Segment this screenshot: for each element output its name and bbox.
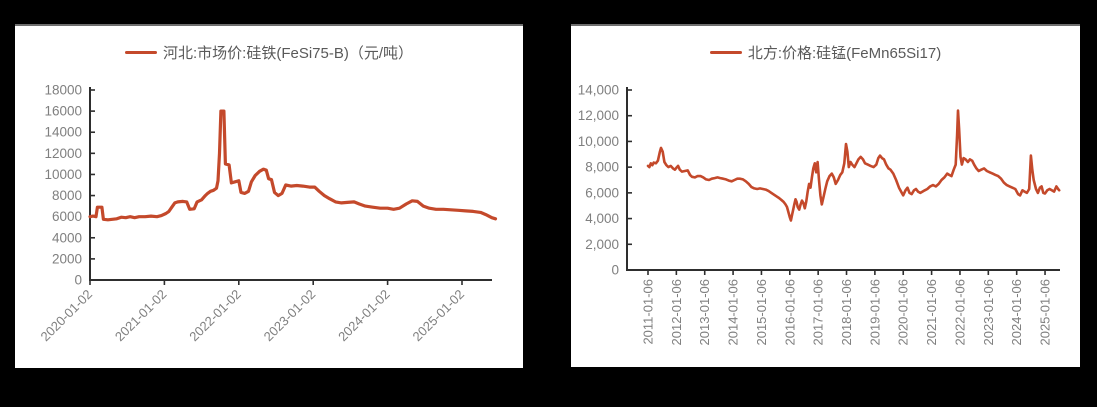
svg-text:12000: 12000 [44,146,82,161]
svg-text:14000: 14000 [44,125,82,140]
svg-text:4,000: 4,000 [585,211,619,226]
svg-text:2012-01-06: 2012-01-06 [669,279,684,346]
svg-text:2016-01-06: 2016-01-06 [782,279,797,346]
svg-text:16000: 16000 [44,104,82,119]
legend-line-icon [709,51,742,54]
svg-text:12,000: 12,000 [578,108,619,123]
svg-text:2025-01-06: 2025-01-06 [1038,279,1053,346]
chart-panel-femn: 北方:价格:硅锰(FeMn65Si17) 0 2,000 4,000 6,000 8,0… [571,24,1080,367]
svg-text:2,000: 2,000 [585,237,619,252]
svg-text:2019-01-06: 2019-01-06 [867,279,882,346]
svg-text:2017-01-06: 2017-01-06 [811,279,826,346]
femn-price-chart: 0 2,000 4,000 6,000 8,000 10,000 12,000 14,000 2… [578,83,1061,346]
legend-label-femn: 北方:价格:硅锰(FeMn65Si17) [747,45,942,62]
svg-text:2022-01-02: 2022-01-02 [186,287,244,345]
svg-text:2014-01-06: 2014-01-06 [726,279,741,346]
svg-text:2013-01-06: 2013-01-06 [697,279,712,346]
svg-text:2015-01-06: 2015-01-06 [754,279,769,346]
chart-panel-fesi: 河北:市场价:硅铁(FeSi75-B)（元/吨） 0 2000 4000 6000 80… [15,24,523,368]
svg-text:6,000: 6,000 [585,185,619,200]
svg-text:2023-01-06: 2023-01-06 [981,279,996,346]
svg-text:2022-01-06: 2022-01-06 [952,279,967,346]
svg-text:2011-01-06: 2011-01-06 [641,279,656,345]
svg-text:10,000: 10,000 [578,134,619,149]
svg-text:8000: 8000 [52,188,82,203]
svg-text:2023-01-02: 2023-01-02 [261,287,319,345]
legend-femn: 北方:价格:硅锰(FeMn65Si17) [571,42,1080,63]
svg-text:2020-01-02: 2020-01-02 [37,287,95,345]
svg-text:6000: 6000 [52,209,82,224]
svg-text:10000: 10000 [44,167,82,182]
svg-text:0: 0 [74,273,82,288]
svg-text:2025-01-02: 2025-01-02 [409,287,467,345]
svg-text:2021-01-06: 2021-01-06 [924,279,939,346]
svg-text:8,000: 8,000 [585,160,619,175]
svg-text:2000: 2000 [52,251,82,266]
svg-text:0: 0 [611,263,619,278]
svg-text:2024-01-06: 2024-01-06 [1009,279,1024,346]
fesi-price-chart: 0 2000 4000 6000 8000 10000 12000 14000 16000 180… [37,83,498,345]
legend-label-fesi: 河北:市场价:硅铁(FeSi75-B)（元/吨） [162,45,414,62]
svg-text:2021-01-02: 2021-01-02 [112,287,170,345]
svg-text:4000: 4000 [52,230,82,245]
legend-line-icon [124,51,157,54]
svg-text:2018-01-06: 2018-01-06 [839,279,854,346]
svg-text:14,000: 14,000 [578,83,619,98]
svg-text:2020-01-06: 2020-01-06 [896,279,911,346]
svg-text:18000: 18000 [44,83,82,98]
legend-fesi: 河北:市场价:硅铁(FeSi75-B)（元/吨） [15,42,523,63]
svg-text:2024-01-02: 2024-01-02 [335,287,393,345]
